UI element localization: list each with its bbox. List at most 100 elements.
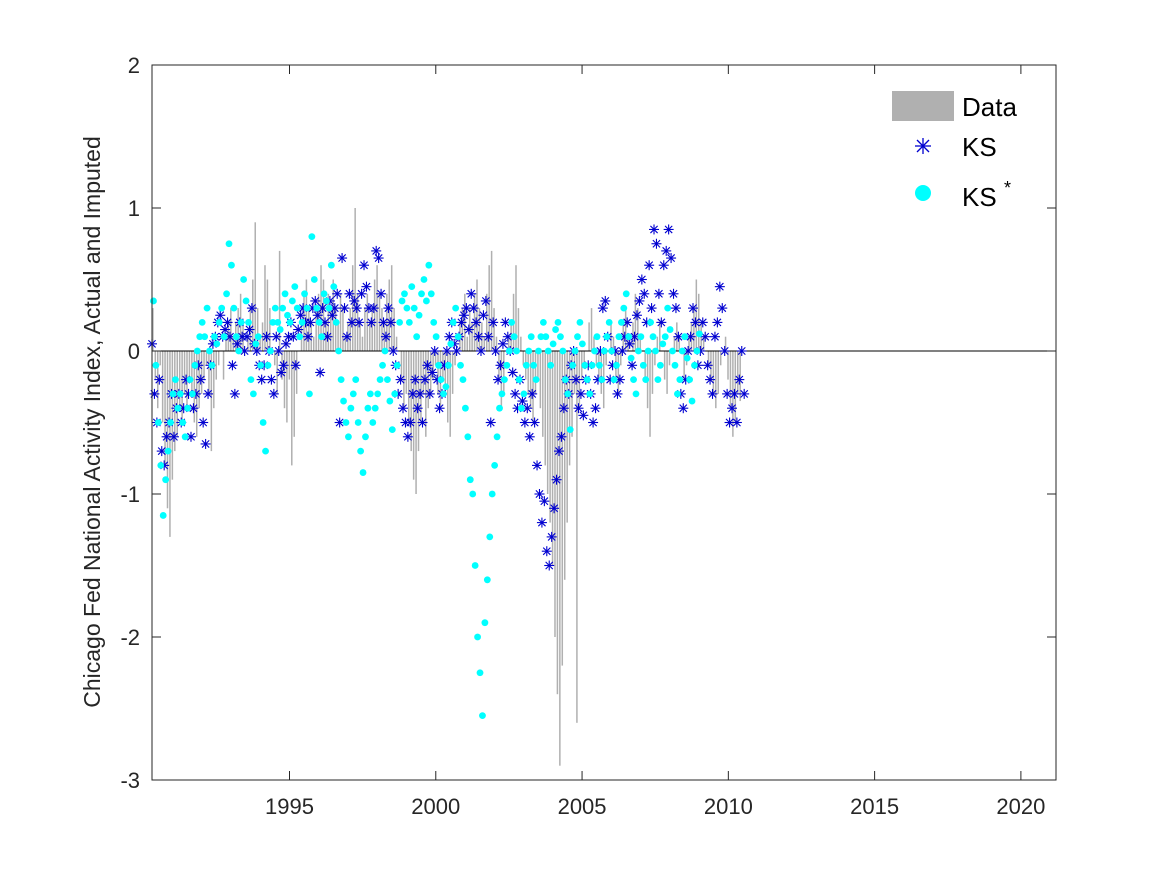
data-bar bbox=[554, 351, 556, 637]
ks-point bbox=[644, 260, 655, 271]
ks-star-point bbox=[174, 404, 182, 412]
data-bar bbox=[203, 351, 205, 380]
ks-point bbox=[339, 303, 350, 314]
ks-point bbox=[366, 317, 377, 328]
data-bar bbox=[600, 351, 603, 394]
ks-point bbox=[490, 346, 501, 356]
ks-star-point bbox=[315, 319, 323, 326]
ks-point bbox=[310, 295, 321, 306]
ks-star-point bbox=[335, 347, 343, 355]
data-bar bbox=[729, 351, 732, 409]
ks-star-point bbox=[639, 361, 647, 369]
ks-point bbox=[661, 245, 672, 256]
data-bar bbox=[342, 308, 344, 351]
ks-star-point bbox=[635, 347, 642, 355]
ks-point bbox=[507, 367, 518, 378]
ks-star-point bbox=[215, 319, 223, 326]
ks-star-point bbox=[357, 447, 365, 455]
ks-star-point bbox=[569, 361, 577, 369]
ks-point bbox=[709, 331, 720, 342]
data-bar bbox=[517, 308, 520, 351]
ks-point bbox=[378, 317, 389, 328]
ks-star-point bbox=[498, 390, 506, 398]
ks-point bbox=[697, 317, 708, 328]
data-bar bbox=[286, 351, 288, 423]
ks-point bbox=[215, 310, 226, 321]
ks-point bbox=[349, 295, 360, 306]
data-bar bbox=[712, 351, 715, 394]
data-bar bbox=[573, 351, 576, 394]
data-bar bbox=[334, 308, 337, 351]
data-bar bbox=[400, 351, 403, 380]
data-bar bbox=[393, 308, 395, 351]
ks-point bbox=[683, 346, 694, 356]
ks-point bbox=[227, 360, 238, 371]
ks-star-point bbox=[491, 462, 499, 469]
ks-point bbox=[361, 281, 372, 292]
ks-point bbox=[415, 388, 426, 399]
ks-point bbox=[663, 224, 674, 235]
ks-star-point bbox=[223, 290, 230, 298]
ks-star-point bbox=[379, 361, 386, 369]
ks-point bbox=[368, 303, 379, 314]
y-tick-label: -3 bbox=[120, 768, 140, 793]
data-bar bbox=[683, 351, 685, 380]
ks-point bbox=[278, 360, 289, 371]
ks-star-point bbox=[228, 261, 235, 269]
data-bar bbox=[417, 351, 420, 452]
ks-point bbox=[198, 417, 209, 428]
ks-star-point bbox=[459, 376, 467, 383]
data-bar bbox=[612, 336, 615, 351]
ks-point bbox=[302, 331, 313, 342]
data-bar bbox=[152, 308, 154, 351]
ks-star-point bbox=[418, 290, 425, 298]
data-bar bbox=[288, 351, 291, 380]
ks-star-point bbox=[481, 619, 489, 627]
data-bar bbox=[522, 351, 525, 366]
data-bar bbox=[188, 351, 191, 380]
ks-star-point bbox=[637, 333, 645, 341]
ks-point bbox=[337, 253, 348, 264]
ks-point bbox=[575, 388, 586, 399]
data-bar bbox=[254, 222, 256, 351]
ks-star-point bbox=[435, 361, 442, 369]
ks-point bbox=[229, 388, 240, 399]
ks-point bbox=[727, 403, 738, 414]
data-bar bbox=[688, 336, 690, 351]
data-bar bbox=[656, 336, 659, 351]
ks-point bbox=[268, 388, 279, 399]
ks-point bbox=[678, 403, 689, 414]
ks-star-point bbox=[184, 404, 191, 412]
data-bar bbox=[210, 351, 213, 452]
ks-star-point bbox=[325, 304, 333, 312]
ks-star-point bbox=[313, 304, 321, 312]
ks-star-point bbox=[535, 347, 542, 355]
ks-point bbox=[649, 224, 660, 235]
ks-star-point bbox=[674, 390, 681, 398]
data-bar bbox=[247, 336, 249, 351]
ks-star-point bbox=[327, 261, 335, 269]
data-bar bbox=[624, 308, 627, 351]
ks-point bbox=[719, 346, 730, 356]
ks-star-point bbox=[308, 233, 316, 241]
ks-star-point bbox=[413, 333, 421, 341]
ks-star-point bbox=[483, 576, 491, 584]
ks-star-point bbox=[593, 333, 601, 341]
data-bar bbox=[617, 351, 620, 394]
data-bar bbox=[454, 351, 456, 366]
y-tick-label: -1 bbox=[120, 482, 140, 507]
ks-point bbox=[351, 303, 362, 314]
y-tick-label: 0 bbox=[128, 339, 140, 364]
ks-star-point bbox=[588, 361, 596, 369]
ks-star-point bbox=[691, 361, 698, 369]
ks-star-point bbox=[384, 376, 391, 383]
data-bar bbox=[415, 351, 417, 494]
ks-star-point bbox=[522, 361, 530, 369]
data-bar bbox=[576, 351, 578, 723]
legend-ks-star-label: KS bbox=[962, 182, 997, 212]
ks-star-point bbox=[254, 333, 262, 341]
ks-star-point bbox=[352, 376, 360, 383]
ks-star-point bbox=[191, 361, 199, 369]
data-bar bbox=[495, 336, 498, 351]
ks-point bbox=[544, 560, 555, 571]
